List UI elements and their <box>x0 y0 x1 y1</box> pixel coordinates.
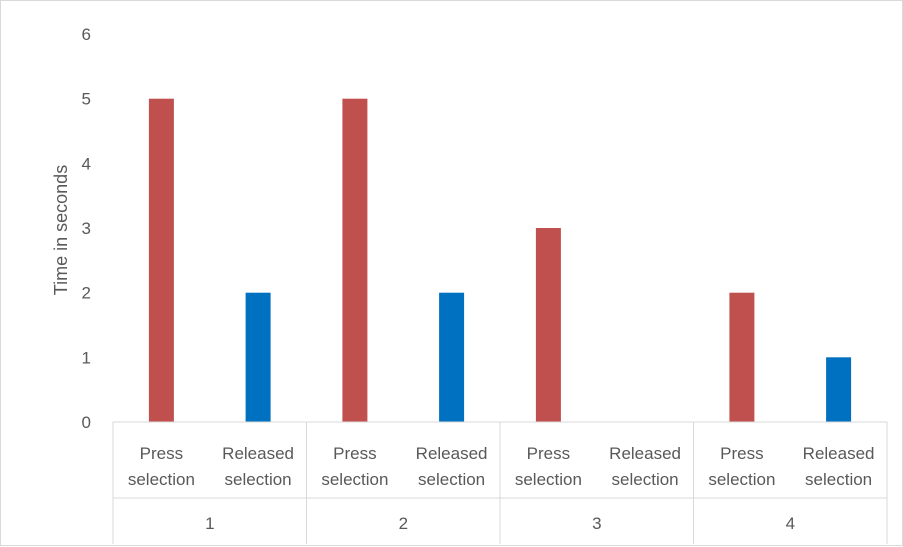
bar-1-released <box>245 292 271 422</box>
group-label: 2 <box>399 514 408 533</box>
subcategory-label: Released <box>609 444 681 463</box>
subcategory-label: Press <box>527 444 570 463</box>
bar-1-press <box>148 98 174 422</box>
subcategory-label: selection <box>708 470 775 489</box>
group-label: 1 <box>205 514 214 533</box>
y-tick-label: 3 <box>82 219 91 238</box>
subcategory-label: selection <box>612 470 679 489</box>
bars <box>148 98 852 422</box>
subcategory-label: selection <box>418 470 485 489</box>
y-tick-label: 5 <box>82 90 91 109</box>
y-tick-label: 0 <box>82 413 91 432</box>
group-label: 4 <box>786 514 795 533</box>
y-tick-label: 2 <box>82 284 91 303</box>
subcategory-label: selection <box>805 470 872 489</box>
y-tick-label: 4 <box>82 154 91 173</box>
group-label: 3 <box>592 514 601 533</box>
x-axis <box>112 421 888 544</box>
bar-4-released <box>826 357 852 422</box>
y-axis-ticks: 0 1 2 3 4 5 6 <box>82 25 91 432</box>
bar-2-press <box>342 98 368 422</box>
bar-2-released <box>439 292 465 422</box>
subcategory-label: selection <box>128 470 195 489</box>
subcategory-label: Released <box>803 444 875 463</box>
y-tick-label: 1 <box>82 348 91 367</box>
subcategory-label: selection <box>225 470 292 489</box>
subcategory-label: Press <box>140 444 183 463</box>
subcategory-label: Released <box>416 444 488 463</box>
y-axis-label: Time in seconds <box>51 165 71 295</box>
bar-4-press <box>729 292 755 422</box>
subcategory-label: selection <box>515 470 582 489</box>
y-tick-label: 6 <box>82 25 91 44</box>
subcategory-label: Released <box>222 444 294 463</box>
subcategory-label: selection <box>321 470 388 489</box>
subcategory-label: Press <box>720 444 763 463</box>
subcategory-label: Press <box>333 444 376 463</box>
bar-3-press <box>535 228 561 422</box>
category-labels: Press selection Released selection 1 Press sel… <box>128 444 875 533</box>
